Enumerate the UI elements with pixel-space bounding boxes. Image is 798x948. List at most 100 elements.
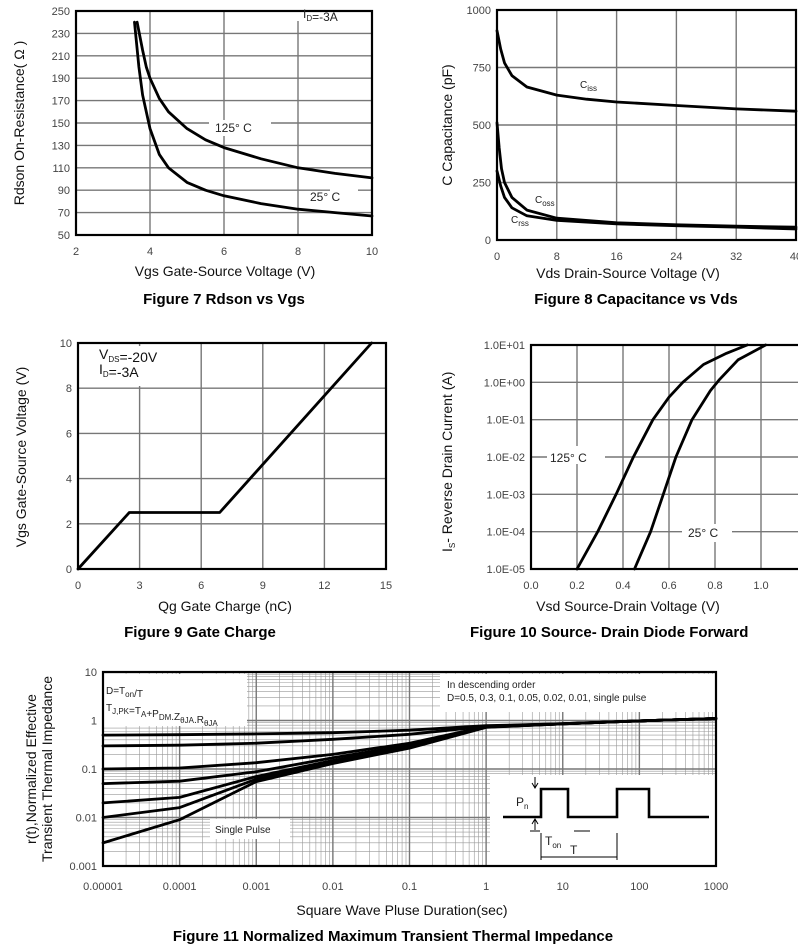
x-tick-label: 6 <box>198 580 204 592</box>
annotation-part: =T <box>129 706 141 717</box>
y-tick-label: 170 <box>52 96 70 108</box>
figure-11-transient-thermal-impedance: r(t),Normalized Effective Transient Ther… <box>23 667 728 945</box>
x-tick-label: 0.001 <box>242 881 270 893</box>
annotation-part: +P <box>146 709 159 720</box>
annotation-part: P <box>516 795 524 809</box>
annotation-part: on <box>125 690 134 699</box>
figure-9-gate-charge: Vgs Gate-Source Voltage (V) Qg Gate Char… <box>13 338 392 641</box>
annotation-background <box>682 524 732 542</box>
figure-10-diode-forward: IS- Reverse Drain Current (A) Vsd Source… <box>439 340 798 641</box>
annotation: ID=-3A <box>303 7 338 24</box>
inset-period-label: T <box>570 843 578 857</box>
annotation-part: V <box>99 346 109 362</box>
figure-11-ylabel-line2: Transient Thermal Impedance <box>39 676 55 862</box>
annotation-part: =-20V <box>119 349 157 365</box>
annotation-background <box>547 446 605 464</box>
y-tick-label: 500 <box>473 120 491 132</box>
figure-11-title: Figure 11 Normalized Maximum Transient T… <box>173 928 613 945</box>
annotation: ID=-3A <box>99 361 139 380</box>
ylabel-rest: - Reverse Drain Current (A) <box>439 372 455 543</box>
x-tick-label: 0.01 <box>322 881 343 893</box>
annotation-part: on <box>552 841 561 850</box>
figure-9-title: Figure 9 Gate Charge <box>124 624 276 641</box>
figure-8-xlabel: Vds Drain-Source Voltage (V) <box>536 265 720 281</box>
figure-8-ylabel: C Capacitance (pF) <box>439 64 455 185</box>
annotation-part: /T <box>134 689 143 700</box>
x-tick-label: 0.1 <box>402 881 417 893</box>
annotation-part: oss <box>542 199 554 208</box>
figure-10-title: Figure 10 Source- Drain Diode Forward <box>470 624 748 641</box>
y-tick-label: 250 <box>473 178 491 190</box>
figure-11-xlabel: Square Wave Pluse Duration(sec) <box>296 902 507 918</box>
x-tick-label: 2 <box>73 246 79 258</box>
ylabel-sub: S <box>448 543 457 548</box>
y-tick-label: 1 <box>91 716 97 728</box>
annotation: Crss <box>511 215 529 228</box>
x-tick-label: 0.4 <box>615 580 630 592</box>
annotation-part: iss <box>587 84 597 93</box>
annotation-part: D=T <box>106 686 125 697</box>
annotation-part: D <box>306 14 312 23</box>
y-tick-label: 10 <box>60 338 72 350</box>
x-tick-label: 15 <box>380 580 392 592</box>
x-tick-label: 32 <box>730 251 742 263</box>
x-tick-label: 12 <box>318 580 330 592</box>
x-tick-label: 10 <box>366 246 378 258</box>
x-tick-label: 0 <box>75 580 81 592</box>
annotation: Ton <box>545 834 561 850</box>
x-tick-label: 1.0 <box>753 580 768 592</box>
y-tick-label: 0.01 <box>76 813 97 825</box>
y-tick-label: 1.0E+01 <box>484 340 525 352</box>
annotation-part: C <box>511 215 518 226</box>
dimension-arrows-icon <box>530 777 618 860</box>
y-tick-label: 90 <box>58 185 70 197</box>
order-note-line1: In descending order <box>447 680 536 691</box>
series-line-coss <box>495 121 798 229</box>
x-tick-label: 0 <box>494 251 500 263</box>
annotation: Ciss <box>580 80 597 93</box>
x-tick-label: 6 <box>221 246 227 258</box>
y-tick-label: 8 <box>66 383 72 395</box>
annotation-part: C <box>535 195 542 206</box>
figure-8-capacitance-vs-vds: C Capacitance (pF) Vds Drain-Source Volt… <box>439 5 798 308</box>
y-tick-label: 150 <box>52 118 70 130</box>
annotation-background <box>209 120 271 136</box>
y-tick-label: 210 <box>52 51 70 63</box>
annotation: TJ,PK=TA+PDM.ZθJA.RθJA <box>106 703 218 728</box>
x-tick-label: 16 <box>610 251 622 263</box>
annotation-part: A <box>141 710 147 719</box>
annotation-part: D <box>103 370 109 379</box>
x-tick-label: 4 <box>147 246 153 258</box>
series-line-ciss <box>495 29 798 113</box>
y-tick-label: 2 <box>66 519 72 531</box>
y-tick-label: 1.0E-03 <box>486 489 525 501</box>
figure-9-xlabel: Qg Gate Charge (nC) <box>158 598 292 614</box>
annotation-background <box>103 674 247 726</box>
x-tick-label: 10 <box>557 881 569 893</box>
annotation-part: J,PK <box>112 707 130 716</box>
annotation-part: rss <box>518 219 529 228</box>
y-tick-label: 1.0E-04 <box>486 527 525 539</box>
figure-9-ylabel: Vgs Gate-Source Voltage (V) <box>13 367 29 548</box>
annotation-part: θJA <box>204 719 218 728</box>
series-line-125-c <box>135 20 374 180</box>
annotation: Pn <box>516 795 528 811</box>
annotation-part: n <box>524 802 528 811</box>
annotation-background <box>210 819 290 839</box>
annotation: D=Ton/T <box>106 686 143 700</box>
annotation: Coss <box>535 195 555 208</box>
series-line-single-pulse <box>101 717 718 845</box>
x-tick-label: 0.0001 <box>163 881 197 893</box>
y-tick-label: 190 <box>52 73 70 85</box>
annotation-background <box>330 188 358 204</box>
x-tick-label: 1000 <box>704 881 728 893</box>
annotation-part: .Z <box>171 712 180 723</box>
plot-frame <box>76 341 388 571</box>
figure-7-xlabel: Vgs Gate-Source Voltage (V) <box>135 263 316 279</box>
figure-8-title: Figure 8 Capacitance vs Vds <box>534 291 737 308</box>
y-tick-label: 0.001 <box>69 861 97 873</box>
x-tick-label: 24 <box>670 251 682 263</box>
y-tick-label: 130 <box>52 140 70 152</box>
y-tick-label: 0 <box>485 235 491 247</box>
series-line-25-c <box>133 20 374 218</box>
